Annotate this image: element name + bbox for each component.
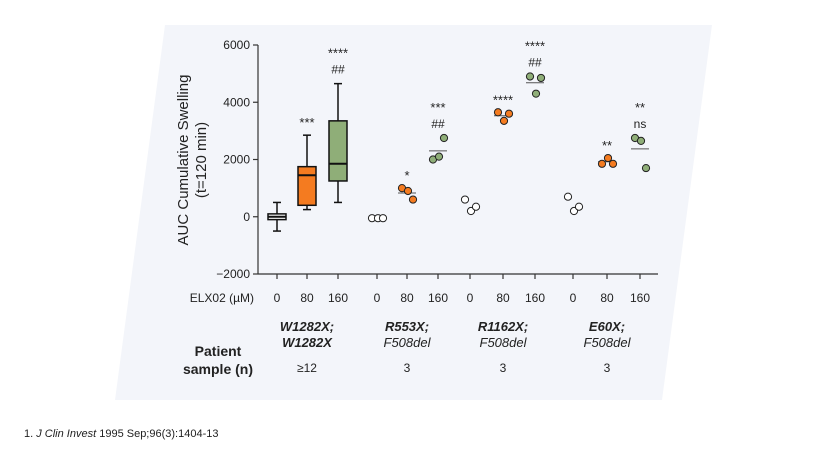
significance-stars: ** [602,138,612,153]
group-label-line1: R553X; [385,319,429,334]
data-point [434,152,444,161]
y-tick-label: 4000 [223,95,250,109]
data-point [603,153,613,163]
dose-tick-label: 160 [328,291,348,305]
data-point [641,163,651,173]
dose-tick-label: 0 [374,291,381,305]
dose-tick-label: 160 [525,291,545,305]
data-point [597,159,607,168]
box-iqr [297,165,317,207]
group-label-line1: W1282X; [280,319,334,334]
data-point [536,73,546,83]
dose-tick-label: 160 [630,291,650,305]
group-label-line1: R1162X; [478,319,528,334]
data-point [563,192,573,201]
group-label-line2: F508del [480,335,528,350]
data-point [460,195,470,204]
group-label-line2: W1282X [282,335,333,350]
plot-background-panel [115,25,712,400]
data-point [574,202,584,211]
data-point [439,133,449,143]
significance-stars: **** [525,38,545,53]
data-point [608,159,618,168]
group-n-label: 3 [604,361,611,375]
footnote: 1. J Clin Invest 1995 Sep;96(3):1404-13 [24,428,218,440]
row-title-units: sample (n) [183,361,253,377]
significance-stars: * [404,168,409,183]
y-axis-label: AUC Cumulative Swelling [175,75,192,246]
data-point [493,108,503,117]
dose-tick-label: 80 [400,291,414,305]
data-point [408,195,418,204]
footnote-rest: 1995 Sep;96(3):1404-13 [96,428,219,440]
group-label-line1: E60X; [589,319,625,334]
dose-tick-label: 160 [428,291,448,305]
group-label-line2: F508del [584,335,632,350]
group-n-label: 3 [500,361,507,375]
data-point [378,214,388,223]
dose-tick-label: 80 [496,291,510,305]
footnote-prefix: 1. [24,428,37,440]
data-point [499,116,509,125]
data-point [403,186,413,196]
significance-stars: **** [328,46,348,61]
dose-tick-label: 80 [300,291,314,305]
significance-stars: **** [493,92,513,107]
y-tick-label: 0 [243,210,250,224]
significance-hash: ns [634,117,647,131]
dose-tick-label: 0 [274,291,281,305]
row-title: Patient [195,343,242,359]
x-axis-title: ELX02 (µM) [190,291,254,305]
dose-tick-label: 80 [600,291,614,305]
y-tick-label: 2000 [223,153,250,167]
group-label-line2: F508del [384,335,432,350]
footnote-journal: J Clin Invest [36,428,97,440]
significance-hash: ## [431,117,445,131]
box-iqr [328,120,348,182]
data-point [531,89,541,98]
significance-stars: ** [635,100,645,115]
group-n-label: ≥12 [297,361,317,375]
data-point [471,202,481,211]
group-n-label: 3 [404,361,411,375]
dose-tick-label: 0 [467,291,474,305]
dose-tick-label: 0 [570,291,577,305]
data-point [525,72,535,81]
significance-hash: ## [528,55,542,69]
y-tick-label: −2000 [216,267,250,281]
significance-hash: ## [331,63,345,77]
y-axis-label-units: (t=120 min) [193,122,210,198]
y-tick-label: 6000 [223,38,250,52]
data-point [504,109,514,118]
significance-stars: *** [299,115,314,130]
data-point [636,136,646,145]
significance-stars: *** [430,100,445,115]
